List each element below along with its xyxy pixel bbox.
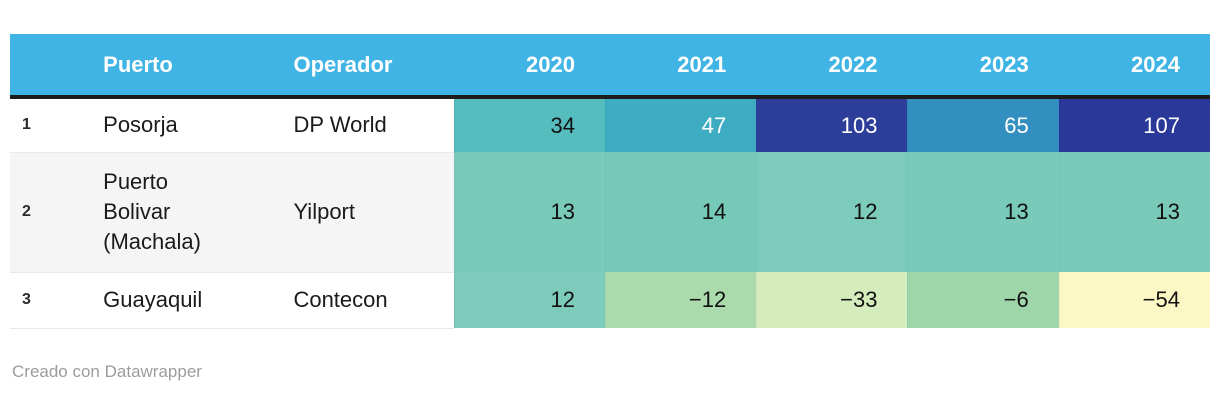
heat-cell-2022: −33: [756, 272, 908, 328]
heat-cell-2024: 107: [1058, 97, 1210, 152]
heat-cell-2023: −6: [907, 272, 1059, 328]
heat-cell-2022: 103: [756, 97, 908, 152]
row-rank: 1: [10, 97, 96, 153]
puerto-cell: Puerto Bolivar (Machala): [95, 152, 286, 273]
table-row-posorja: 1 Posorja DP World 34 47 103 65 107: [10, 97, 1210, 153]
row-rank: 3: [10, 272, 96, 329]
column-header-2021: 2021: [604, 34, 757, 99]
column-header-puerto: Puerto: [95, 34, 286, 99]
column-header-2022: 2022: [756, 34, 908, 99]
heat-cell-2023: 13: [907, 152, 1059, 272]
ports-heatmap-table: Puerto Operador 2020 2021 2022 2023 2024…: [10, 34, 1210, 329]
operador-cell: Contecon: [285, 272, 454, 329]
puerto-cell: Guayaquil: [95, 272, 286, 329]
heat-cell-2021: 14: [604, 152, 757, 272]
heat-cell-2024: 13: [1058, 152, 1210, 272]
heat-cell-2021: 47: [604, 97, 757, 152]
heatmap-table-container: Puerto Operador 2020 2021 2022 2023 2024…: [10, 34, 1210, 329]
datawrapper-attribution-link[interactable]: Creado con Datawrapper: [12, 362, 202, 381]
table-row-guayaquil: 3 Guayaquil Contecon 12 −12 −33 −6 −54: [10, 272, 1210, 329]
column-header-2024: 2024: [1058, 34, 1210, 99]
heat-cell-2021: −12: [604, 272, 757, 328]
header-row: Puerto Operador 2020 2021 2022 2023 2024: [10, 34, 1210, 99]
operador-cell: Yilport: [285, 152, 454, 273]
column-header-rank: [10, 34, 96, 99]
heat-cell-2020: 13: [453, 152, 605, 272]
heat-cell-2023: 65: [907, 97, 1059, 152]
heat-cell-2024: −54: [1058, 272, 1210, 328]
puerto-cell: Posorja: [95, 97, 286, 153]
heat-cell-2020: 34: [453, 97, 605, 152]
heat-cell-2020: 12: [453, 272, 605, 328]
heat-cell-2022: 12: [756, 152, 908, 272]
column-header-2023: 2023: [907, 34, 1059, 99]
column-header-operador: Operador: [285, 34, 454, 99]
row-rank: 2: [10, 152, 96, 273]
operador-cell: DP World: [285, 97, 454, 153]
table-row-puerto-bolivar: 2 Puerto Bolivar (Machala) Yilport 13 14…: [10, 152, 1210, 273]
column-header-2020: 2020: [453, 34, 605, 99]
